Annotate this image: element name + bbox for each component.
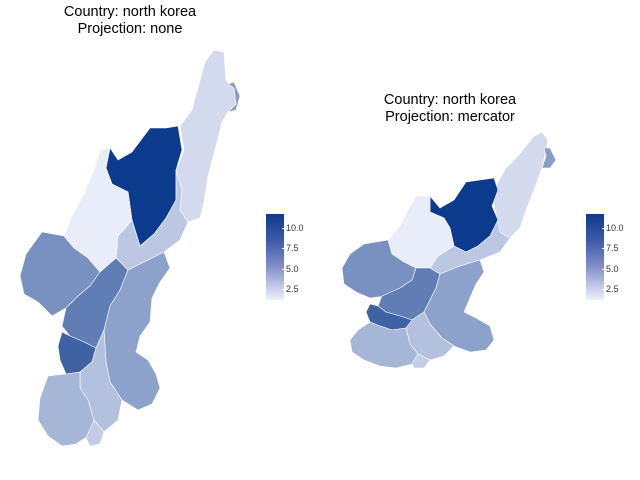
legend-colorbar	[266, 214, 284, 300]
map-panel-mercator: Country: north korea Projection: mercato…	[320, 0, 640, 480]
region-rason	[541, 147, 557, 169]
region-north-hamgyong	[491, 131, 549, 239]
legend-tick-10: 10.0	[602, 223, 624, 233]
region-north-hamgyong	[175, 49, 237, 223]
legend-colorbar	[586, 214, 604, 300]
legend-tick-10: 10.0	[282, 223, 304, 233]
choropleth-map-mercator	[341, 131, 557, 369]
legend-tick-2-5: 2.5	[602, 284, 619, 294]
color-legend: 10.0 7.5 5.0 2.5	[266, 214, 326, 314]
title-projection: Projection: none	[77, 21, 183, 37]
map-title: Country: north korea Projection: none	[0, 4, 260, 38]
legend-tick-5: 5.0	[602, 264, 619, 274]
legend-tick-7-5: 7.5	[282, 243, 299, 253]
title-country: Country: north korea	[383, 92, 517, 108]
map-panel-unprojected: Country: north korea Projection: none 10…	[0, 4, 304, 447]
region-kaesong	[85, 419, 105, 447]
title-country: Country: north korea	[63, 4, 197, 20]
legend-tick-5: 5.0	[282, 264, 299, 274]
region-rason	[227, 81, 241, 113]
legend-tick-7-5: 7.5	[602, 243, 619, 253]
color-legend: 10.0 7.5 5.0 2.5	[586, 214, 640, 314]
legend-tick-2-5: 2.5	[282, 284, 299, 294]
map-title: Country: north korea Projection: mercato…	[320, 92, 580, 126]
choropleth-map-unprojected	[19, 49, 241, 447]
title-projection: Projection: mercator	[385, 109, 515, 125]
region-kaesong	[411, 353, 431, 369]
